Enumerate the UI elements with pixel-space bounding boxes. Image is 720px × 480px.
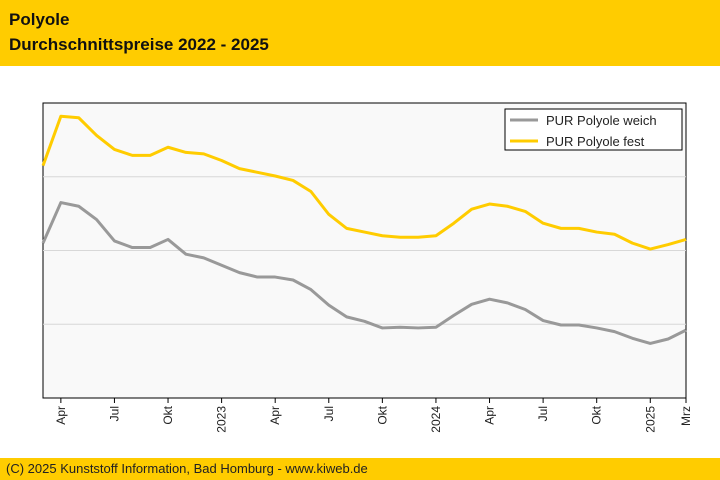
x-tick-label-2: Okt	[161, 405, 175, 424]
chart-subtitle: Durchschnittspreise 2022 - 2025	[9, 35, 269, 54]
x-tick-label-6: Okt	[375, 405, 389, 424]
legend: PUR Polyole weich PUR Polyole fest	[504, 108, 683, 151]
series-line-fest	[41, 114, 687, 251]
footer-bar: (C) 2025 Kunststoff Information, Bad Hom…	[0, 458, 720, 480]
x-tick-label-7: 2024	[429, 406, 443, 433]
x-tick-label-0: Apr	[54, 406, 68, 425]
chart-area: Apr Jul Okt 2023 Apr Jul Okt 2024 Apr Jul Okt 2025 M…	[0, 66, 720, 458]
legend-box	[504, 108, 683, 151]
x-tick-label-5: Jul	[322, 406, 336, 421]
series-line-weich	[41, 201, 687, 345]
x-tick-label-12: Mrz	[679, 406, 693, 426]
copyright-text: (C) 2025 Kunststoff Information, Bad Hom…	[6, 461, 368, 476]
legend-label-fest: PUR Polyole fest	[546, 134, 645, 149]
header-bar: Polyole Durchschnittspreise 2022 - 2025	[0, 0, 720, 66]
chart-title: Polyole	[9, 10, 70, 29]
x-tick-label-8: Apr	[483, 406, 497, 425]
x-tick-label-3: 2023	[215, 406, 229, 433]
line-chart: Apr Jul Okt 2023 Apr Jul Okt 2024 Apr Jul Okt 2025 M…	[41, 102, 693, 433]
x-tick-label-1: Jul	[107, 406, 121, 421]
x-tick-label-9: Jul	[536, 406, 550, 421]
x-tick-label-11: 2025	[643, 406, 657, 433]
x-tick-label-10: Okt	[590, 405, 604, 424]
legend-label-weich: PUR Polyole weich	[546, 113, 657, 128]
x-tick-label-4: Apr	[268, 406, 282, 425]
